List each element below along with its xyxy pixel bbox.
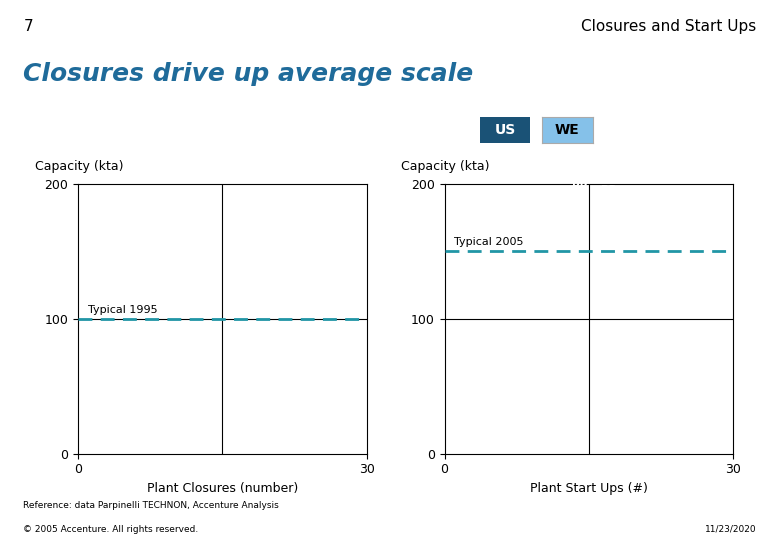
Text: PE: PE [640, 222, 654, 232]
Text: PE: PE [620, 260, 635, 269]
Text: PE: PE [340, 411, 355, 421]
Text: 11/23/2020: 11/23/2020 [705, 524, 757, 534]
Text: Closures drive up average scale: Closures drive up average scale [23, 62, 473, 86]
Text: PP: PP [109, 408, 124, 418]
Text: Capacity (kta): Capacity (kta) [401, 160, 490, 173]
X-axis label: Plant Closures (number): Plant Closures (number) [147, 482, 298, 495]
Text: US: US [495, 123, 516, 137]
Text: PP: PP [572, 181, 587, 191]
Text: Typical 2005: Typical 2005 [454, 237, 523, 247]
X-axis label: Plant Start Ups (#): Plant Start Ups (#) [530, 482, 648, 495]
Text: WE: WE [555, 123, 580, 137]
Text: PP: PP [157, 374, 172, 384]
Text: PE: PE [234, 397, 249, 407]
Text: Reference: data Parpinelli TECHNON, Accenture Analysis: Reference: data Parpinelli TECHNON, Acce… [23, 501, 279, 510]
Text: Typical 1995: Typical 1995 [87, 305, 158, 314]
Text: Capacity (kta): Capacity (kta) [35, 160, 123, 173]
Text: Closures and Start Ups: Closures and Start Ups [581, 19, 757, 34]
Text: 7: 7 [23, 19, 33, 34]
Text: PP: PP [601, 185, 615, 195]
Text: © 2005 Accenture. All rights reserved.: © 2005 Accenture. All rights reserved. [23, 524, 199, 534]
